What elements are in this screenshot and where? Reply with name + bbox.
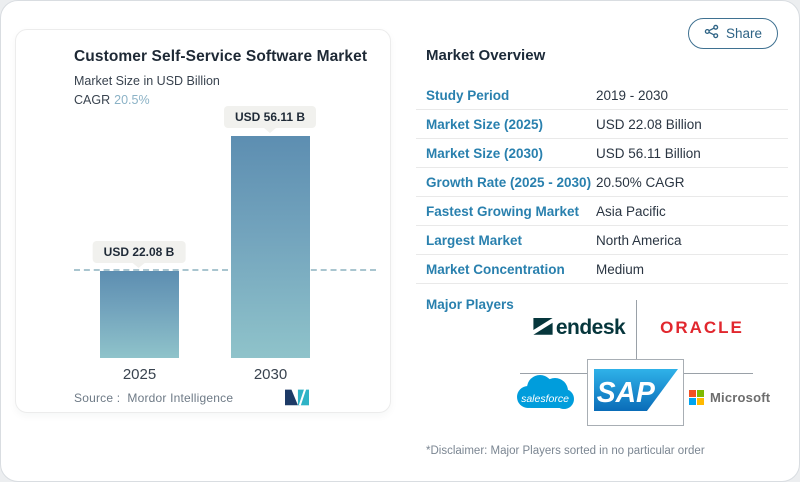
chart-subtitle: Market Size in USD Billion — [74, 74, 220, 88]
microsoft-logo: Microsoft — [689, 390, 770, 405]
disclaimer-text: *Disclaimer: Major Players sorted in no … — [426, 445, 705, 457]
row-value: USD 56.11 Billion — [596, 145, 701, 161]
row-value: USD 22.08 Billion — [596, 116, 702, 132]
zendesk-logo: endesk — [522, 309, 634, 347]
row-label: Market Size (2025) — [426, 116, 544, 132]
table-row: Fastest Growing Market Asia Pacific — [416, 197, 788, 226]
row-value: Asia Pacific — [596, 203, 666, 219]
market-chart-card: Customer Self-Service Software Market Ma… — [15, 29, 391, 413]
sap-logo-box: SAP — [587, 359, 684, 426]
table-row: Market Size (2030) USD 56.11 Billion — [416, 139, 788, 168]
source-attribution: Source : Mordor Intelligence — [74, 391, 233, 405]
microsoft-logo-icon — [689, 390, 704, 405]
row-value: 20.50% CAGR — [596, 174, 685, 190]
overview-table: Study Period 2019 - 2030 Market Size (202… — [416, 81, 788, 284]
row-value: 2019 - 2030 — [596, 87, 669, 103]
zendesk-wordmark: endesk — [555, 316, 626, 339]
cagr-value: 20.5% — [114, 93, 150, 107]
bar-value-label-2030: USD 56.11 B — [223, 106, 317, 128]
player-grid-horizontal-divider-left — [520, 373, 587, 374]
svg-text:SAP: SAP — [596, 376, 654, 408]
cagr-label: CAGR — [74, 93, 111, 107]
salesforce-logo: salesforce — [513, 370, 577, 425]
table-row: Market Size (2025) USD 22.08 Billion — [416, 110, 788, 139]
source-label: Source : — [74, 391, 121, 405]
table-row: Market Concentration Medium — [416, 255, 788, 284]
chart-title: Customer Self-Service Software Market — [74, 48, 368, 65]
major-players-label: Major Players — [426, 297, 514, 312]
oracle-wordmark: ORACLE — [660, 318, 744, 337]
bar-value-label-2025: USD 22.08 B — [92, 241, 186, 263]
overview-heading: Market Overview — [426, 47, 546, 64]
svg-text:salesforce: salesforce — [521, 393, 569, 405]
chart-cagr: CAGR 20.5% — [74, 93, 150, 107]
bar-2030 — [231, 136, 310, 358]
microsoft-wordmark: Microsoft — [710, 390, 771, 405]
player-grid-vertical-divider — [636, 300, 637, 359]
row-label: Largest Market — [426, 232, 523, 248]
row-label: Growth Rate (2025 - 2030) — [426, 174, 592, 190]
row-label: Market Size (2030) — [426, 145, 544, 161]
share-icon — [704, 24, 719, 44]
row-label: Study Period — [426, 87, 510, 103]
row-label: Fastest Growing Market — [426, 203, 580, 219]
x-axis-label-2030: 2030 — [253, 366, 288, 383]
table-row: Study Period 2019 - 2030 — [416, 81, 788, 110]
bar-2025 — [100, 271, 179, 358]
reference-dashed-line — [74, 269, 376, 271]
row-value: North America — [596, 232, 682, 248]
zendesk-logo-icon — [531, 313, 555, 344]
player-grid-horizontal-divider-right — [684, 373, 753, 374]
mordor-intelligence-logo-icon — [285, 388, 309, 411]
oracle-logo: ORACLE — [649, 309, 755, 347]
share-button[interactable]: Share — [688, 18, 779, 49]
share-button-label: Share — [726, 26, 763, 41]
row-value: Medium — [596, 261, 645, 277]
table-row: Growth Rate (2025 - 2030) 20.50% CAGR — [416, 168, 788, 197]
row-label: Market Concentration — [426, 261, 565, 277]
source-value: Mordor Intelligence — [127, 391, 234, 405]
table-row: Largest Market North America — [416, 226, 788, 255]
sap-logo-icon: SAP — [593, 369, 678, 416]
x-axis-label-2025: 2025 — [122, 366, 157, 383]
